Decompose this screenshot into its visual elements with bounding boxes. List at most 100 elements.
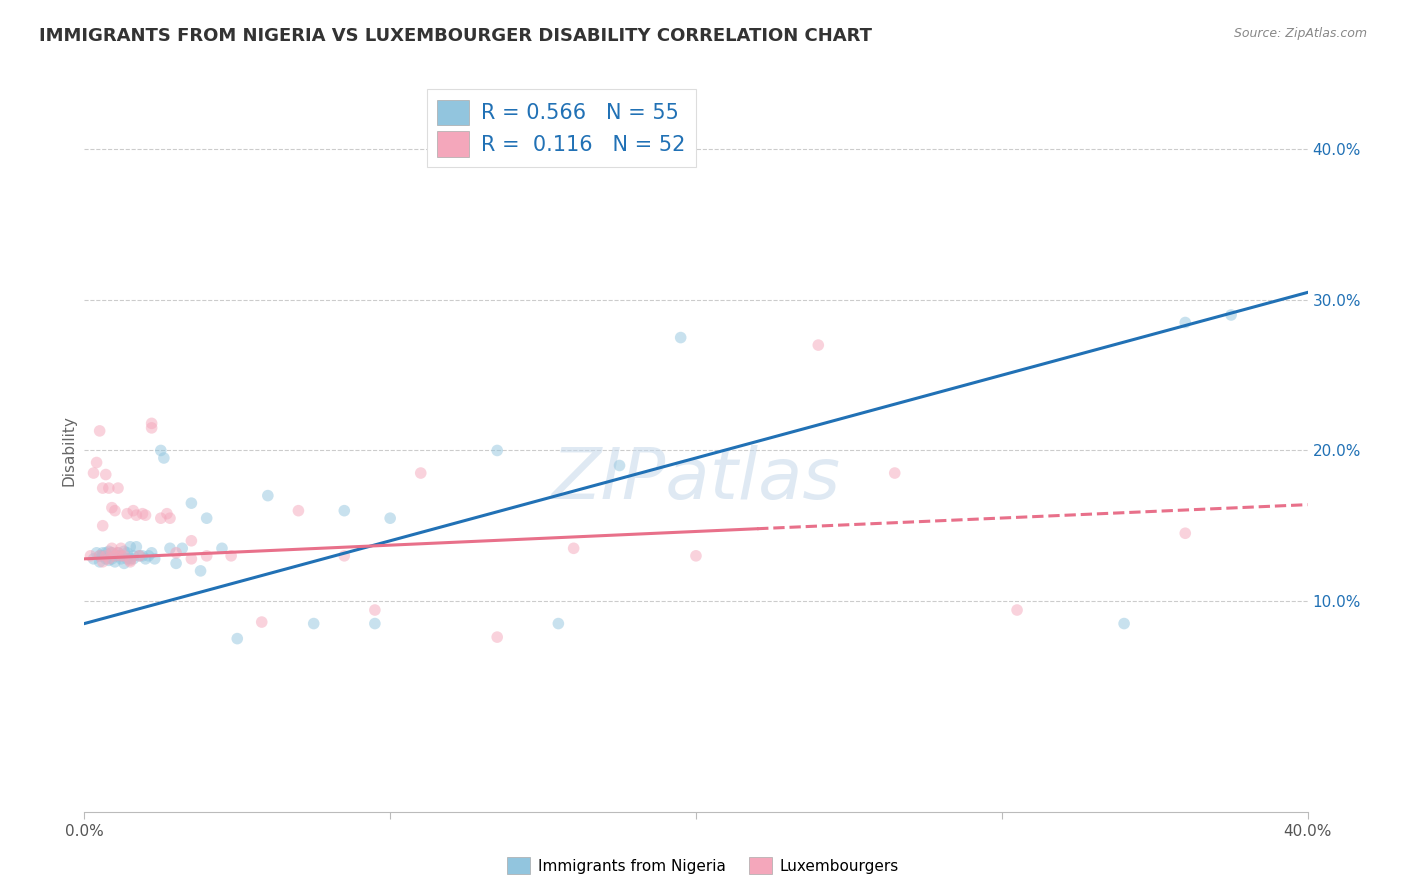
Point [562,541,585,556]
Point [115,507,138,521]
Point [195,511,218,525]
Point [83,466,105,480]
Point [128,549,150,563]
Point [120,540,142,554]
Point [89,424,111,438]
Point [122,549,145,563]
Point [89,549,111,563]
Point [131,549,153,563]
Point [143,551,166,566]
Point [165,557,187,571]
Point [94,549,117,563]
Point [101,500,124,515]
Point [115,546,138,560]
Point [91,549,114,563]
Point [122,551,145,566]
Point [135,551,157,566]
Point [101,541,124,556]
Point [219,549,242,563]
Point [364,616,387,631]
Point [110,551,132,566]
Point [159,541,181,556]
Point [122,503,145,517]
Point [1174,316,1197,330]
Point [104,503,127,517]
Point [180,496,202,510]
Point [97,544,120,558]
Point [669,330,692,344]
Point [128,549,150,563]
Point [159,511,181,525]
Point [409,466,432,480]
Point [91,481,114,495]
Text: IMMIGRANTS FROM NIGERIA VS LUXEMBOURGER DISABILITY CORRELATION CHART: IMMIGRANTS FROM NIGERIA VS LUXEMBOURGER … [39,27,872,45]
Point [115,551,138,566]
Point [107,481,129,495]
Point [156,507,179,521]
Point [135,508,157,523]
Point [125,540,148,554]
Point [79,549,101,563]
Point [153,450,176,465]
Point [333,503,356,517]
Point [287,503,309,517]
Y-axis label: Disability: Disability [60,415,76,486]
Point [195,549,218,563]
Point [86,455,108,469]
Point [226,632,249,646]
Point [1114,616,1136,631]
Point [190,564,212,578]
Point [110,549,132,563]
Point [86,546,108,560]
Point [486,630,509,644]
Point [101,546,124,560]
Point [112,544,135,558]
Point [110,541,132,556]
Point [94,546,117,560]
Legend: Immigrants from Nigeria, Luxembourgers: Immigrants from Nigeria, Luxembourgers [502,851,904,880]
Point [101,551,124,566]
Point [685,549,707,563]
Point [1174,526,1197,541]
Point [1220,308,1243,322]
Point [101,546,124,560]
Text: Source: ZipAtlas.com: Source: ZipAtlas.com [1233,27,1367,40]
Point [302,616,325,631]
Legend: R = 0.566   N = 55, R =  0.116   N = 52: R = 0.566 N = 55, R = 0.116 N = 52 [427,89,696,167]
Point [112,549,135,563]
Point [547,616,569,631]
Point [91,518,114,533]
Point [94,551,117,566]
Point [149,443,172,458]
Point [89,555,111,569]
Point [91,546,114,560]
Point [120,555,142,569]
Point [609,458,631,473]
Point [486,443,509,458]
Point [138,549,160,563]
Point [883,466,905,480]
Point [380,511,402,525]
Point [107,546,129,560]
Point [807,338,830,352]
Point [83,551,105,566]
Point [104,549,127,563]
Point [89,549,111,563]
Point [180,533,202,548]
Point [333,549,356,563]
Point [120,553,142,567]
Point [107,549,129,563]
Point [97,481,120,495]
Point [97,551,120,566]
Text: ZIPatlas: ZIPatlas [551,445,841,514]
Point [104,555,127,569]
Point [112,557,135,571]
Point [180,551,202,566]
Point [141,417,163,431]
Point [149,511,172,525]
Point [141,421,163,435]
Point [110,549,132,563]
Point [141,546,163,560]
Point [364,603,387,617]
Point [120,551,142,566]
